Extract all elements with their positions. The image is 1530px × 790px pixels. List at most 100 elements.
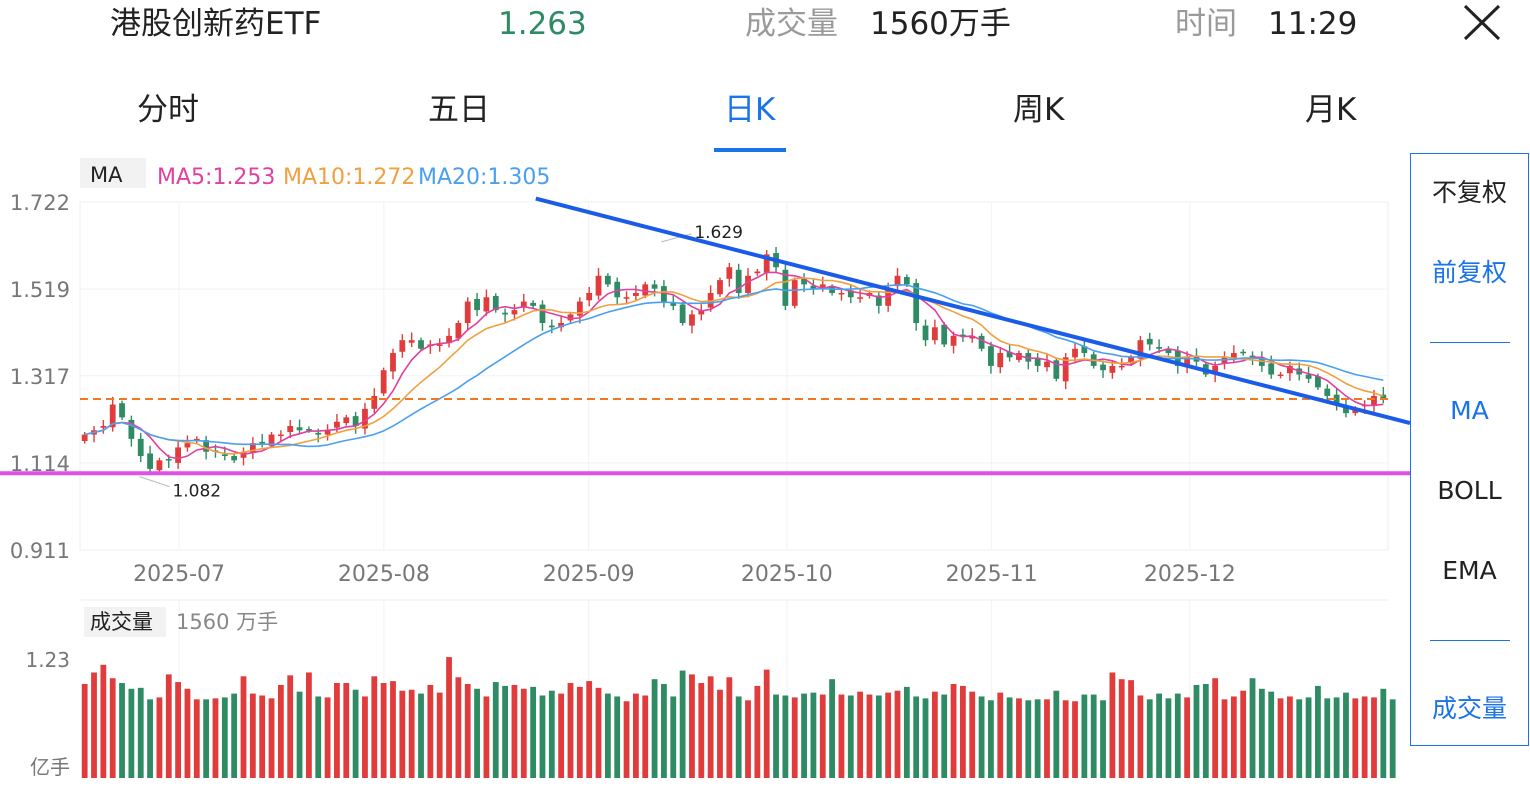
candle-body: [334, 421, 340, 428]
candle-body: [1268, 363, 1275, 375]
x-tick-label: 2025-12: [1144, 562, 1236, 587]
candle-body: [735, 269, 742, 293]
volume-bar: [782, 695, 789, 778]
candle-body: [1343, 407, 1349, 414]
volume-bar: [950, 683, 957, 778]
volume-bar: [1174, 693, 1181, 778]
volume-bar: [109, 678, 116, 778]
candle-body: [455, 323, 462, 339]
volume-bar: [698, 683, 705, 778]
candle-body: [941, 324, 948, 345]
candle-body: [913, 283, 920, 324]
candle-body: [520, 301, 527, 308]
volume-bar: [791, 697, 798, 778]
panel-divider: [1430, 640, 1510, 641]
resistance-trendline[interactable]: [535, 196, 1410, 425]
volume-bar: [530, 686, 537, 778]
tab-monthly-k[interactable]: 月K: [1305, 92, 1357, 128]
volume-bar: [661, 683, 667, 778]
volume-bar: [1287, 696, 1293, 778]
volume-bar: [1343, 692, 1349, 778]
tab-daily-k[interactable]: 日K: [724, 92, 776, 128]
candle-body: [1165, 348, 1172, 354]
candle-body: [548, 325, 555, 328]
boll-option[interactable]: BOLL: [1437, 476, 1502, 505]
volume-option[interactable]: 成交量: [1431, 694, 1507, 723]
candle-body: [128, 419, 135, 439]
candle-body: [614, 281, 621, 298]
candle-body: [1287, 365, 1293, 374]
volume-bar: [119, 683, 125, 778]
volume-bar: [1230, 696, 1237, 778]
candle-body: [875, 295, 882, 306]
candle-body: [885, 288, 892, 306]
candle-body: [978, 335, 985, 349]
volume-bar: [1277, 698, 1284, 778]
candle-body: [782, 269, 789, 306]
volume-bar: [464, 683, 471, 778]
volume-bar: [623, 701, 630, 778]
candle-body: [343, 417, 350, 423]
volume-bar: [819, 694, 826, 778]
volume-bar: [1053, 690, 1060, 778]
volume-bar: [1006, 697, 1013, 778]
y-tick-label: 1.317: [10, 365, 70, 389]
volume-bar: [100, 664, 107, 778]
volume-bar: [492, 682, 499, 778]
volume-bar: [595, 687, 602, 778]
volume-bar: [1305, 697, 1312, 778]
candle-body: [595, 275, 602, 296]
volume-bar: [1062, 700, 1069, 778]
candle-body: [1240, 351, 1247, 354]
volume-bar: [1118, 679, 1125, 778]
volume-bar: [483, 696, 490, 778]
tab-intraday[interactable]: 分时: [137, 92, 199, 128]
candle-body: [492, 295, 499, 311]
volume-bar: [1156, 693, 1162, 778]
volume-bar: [866, 694, 873, 778]
volume-bar: [810, 692, 817, 778]
volume-bar: [193, 699, 200, 778]
tab-weekly-k[interactable]: 周K: [1013, 92, 1065, 128]
candle-body: [1025, 353, 1032, 362]
candle-body: [623, 297, 630, 299]
volume-bar: [829, 679, 835, 778]
volume-value: 1560万手: [870, 6, 1011, 42]
candle-body: [147, 453, 153, 469]
volume-bar: [502, 685, 508, 778]
volume-bar: [1034, 699, 1041, 778]
volume-bar: [558, 693, 565, 778]
min-price-label: 1.082: [172, 482, 221, 502]
volume-bar: [91, 672, 97, 778]
volume-bar: [1240, 690, 1247, 778]
candle-body: [558, 323, 565, 328]
volume-bar: [81, 683, 88, 778]
volume-bar: [539, 695, 546, 778]
volume-bar: [240, 676, 247, 778]
volume-bar: [1016, 698, 1022, 778]
candle-body: [1118, 365, 1125, 368]
candle-body: [698, 310, 705, 315]
tab-five-day[interactable]: 五日: [428, 92, 490, 128]
candle-body: [1053, 360, 1060, 379]
candle-body: [464, 301, 471, 324]
candle-body: [894, 275, 901, 287]
candlestick-series: [81, 247, 1387, 474]
volume-bar: [1072, 701, 1078, 778]
volume-bar: [1221, 699, 1228, 778]
close-icon: [1463, 4, 1501, 41]
candle-body: [1062, 357, 1069, 382]
volume-bar: [1212, 678, 1219, 778]
x-tick-label: 2025-08: [338, 562, 430, 587]
close-button[interactable]: [1458, 0, 1506, 46]
volume-bar: [249, 693, 256, 778]
candle-body: [1230, 353, 1237, 359]
forward-adjust-option[interactable]: 前复权: [1431, 258, 1507, 287]
volume-bar: [670, 696, 677, 778]
ma-option[interactable]: MA: [1450, 396, 1489, 425]
candle-body: [315, 432, 322, 435]
no-adjust-option[interactable]: 不复权: [1431, 178, 1507, 207]
ema-option[interactable]: EMA: [1442, 556, 1497, 585]
candle-body: [483, 297, 490, 312]
